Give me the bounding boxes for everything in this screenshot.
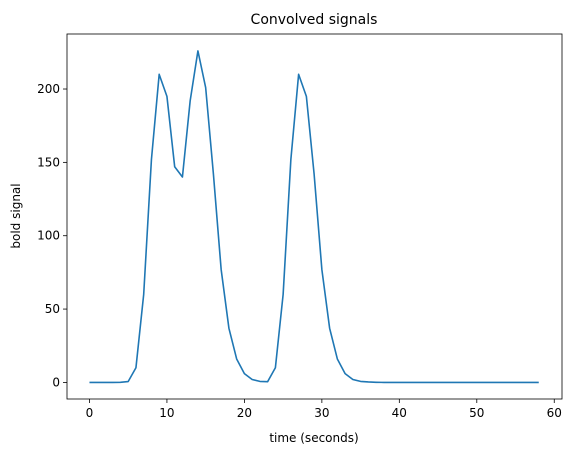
x-tick-label: 30 [314, 406, 329, 420]
x-tick-label: 40 [392, 406, 407, 420]
chart-title: Convolved signals [251, 12, 378, 28]
y-axis: 0 50 100 150 200 [37, 82, 67, 389]
x-tick-label: 50 [469, 406, 484, 420]
y-tick-label: 100 [37, 229, 60, 243]
series-line [89, 50, 539, 384]
x-axis: 0 10 20 30 40 50 60 [86, 399, 562, 420]
x-tick-label: 10 [159, 406, 174, 420]
y-tick-label: 200 [37, 82, 60, 96]
y-tick-label: 0 [52, 375, 60, 389]
x-tick-label: 20 [237, 406, 252, 420]
y-tick-label: 150 [37, 155, 60, 169]
y-tick-label: 50 [45, 302, 60, 316]
x-axis-label: time (seconds) [269, 431, 358, 445]
axes-frame [66, 33, 563, 400]
y-axis-label: bold signal [9, 183, 23, 248]
plot-area [89, 50, 539, 384]
x-tick-label: 0 [86, 406, 94, 420]
x-tick-label: 60 [547, 406, 562, 420]
